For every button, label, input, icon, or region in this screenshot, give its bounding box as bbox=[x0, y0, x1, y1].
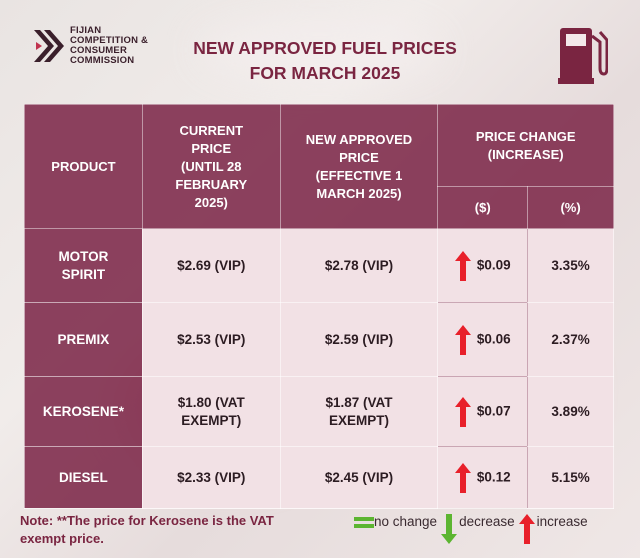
logo-text: FIJIAN COMPETITION & CONSUMER COMMISSION bbox=[70, 25, 149, 66]
table-row: MOTOR SPIRIT $2.69 (VIP) $2.78 (VIP) $0.0… bbox=[24, 228, 614, 303]
header-new-price: NEW APPROVED PRICE (EFFECTIVE 1 MARCH 20… bbox=[279, 104, 439, 229]
page-title: NEW APPROVED FUEL PRICES FOR MARCH 2025 bbox=[193, 38, 457, 83]
product-cell: MOTOR SPIRIT bbox=[24, 228, 143, 303]
header-product: PRODUCT bbox=[24, 104, 143, 229]
fuel-price-table-card: PRODUCT CURRENT PRICE (UNTIL 28 FEBRUARY… bbox=[24, 104, 614, 509]
header-price-change: PRICE CHANGE (INCREASE) bbox=[437, 104, 614, 187]
kerosene-note: Note: **The price for Kerosene is the VA… bbox=[20, 513, 274, 546]
new-price-cell: $2.59 (VIP) bbox=[279, 302, 439, 377]
current-price-cell: $2.69 (VIP) bbox=[141, 228, 281, 303]
product-cell: PREMIX bbox=[24, 302, 143, 377]
header-change-dollar: ($) bbox=[437, 186, 529, 229]
change-percent-cell: 3.89% bbox=[527, 376, 614, 447]
table-row: PREMIX $2.53 (VIP) $2.59 (VIP) $0.06 2.3… bbox=[24, 302, 614, 377]
table-row: KEROSENE* $1.80 (VAT EXEMPT) $1.87 (VAT EX… bbox=[24, 376, 614, 447]
increase-arrow-icon bbox=[454, 324, 471, 355]
fuel-pump-icon bbox=[558, 28, 608, 84]
fuel-price-table: PRODUCT CURRENT PRICE (UNTIL 28 FEBRUARY… bbox=[24, 104, 614, 509]
legend-increase: increase bbox=[518, 514, 588, 544]
new-price-cell: $2.45 (VIP) bbox=[279, 446, 439, 509]
increase-arrow-icon bbox=[518, 514, 535, 544]
increase-arrow-icon bbox=[454, 396, 471, 427]
new-price-cell: $2.78 (VIP) bbox=[279, 228, 439, 303]
change-dollar-cell: $0.12 bbox=[437, 446, 529, 509]
current-price-cell: $2.53 (VIP) bbox=[141, 302, 281, 377]
legend-decrease: decrease bbox=[441, 514, 515, 544]
change-percent-cell: 2.37% bbox=[527, 302, 614, 377]
change-percent-cell: 3.35% bbox=[527, 228, 614, 303]
chevron-logo-icon bbox=[34, 30, 64, 62]
new-price-cell: $1.87 (VAT EXEMPT) bbox=[279, 376, 439, 447]
fccc-logo: FIJIAN COMPETITION & CONSUMER COMMISSION bbox=[32, 24, 148, 68]
decrease-arrow-icon bbox=[441, 514, 458, 544]
product-cell: DIESEL bbox=[24, 446, 143, 509]
change-dollar-cell: $0.06 bbox=[437, 302, 529, 377]
current-price-cell: $2.33 (VIP) bbox=[141, 446, 281, 509]
change-dollar-cell: $0.09 bbox=[437, 228, 529, 303]
legend: no change decrease increase bbox=[354, 514, 592, 544]
header-change-percent: (%) bbox=[527, 186, 614, 229]
increase-arrow-icon bbox=[454, 250, 471, 281]
change-dollar-cell: $0.07 bbox=[437, 376, 529, 447]
change-percent-cell: 5.15% bbox=[527, 446, 614, 509]
table-row: DIESEL $2.33 (VIP) $2.45 (VIP) $0.12 5.1… bbox=[24, 446, 614, 509]
legend-no-change: no change bbox=[354, 514, 437, 532]
increase-arrow-icon bbox=[454, 462, 471, 493]
product-cell: KEROSENE* bbox=[24, 376, 143, 447]
equals-icon bbox=[354, 517, 374, 528]
current-price-cell: $1.80 (VAT EXEMPT) bbox=[141, 376, 281, 447]
header-current-price: CURRENT PRICE (UNTIL 28 FEBRUARY 2025) bbox=[141, 104, 281, 229]
